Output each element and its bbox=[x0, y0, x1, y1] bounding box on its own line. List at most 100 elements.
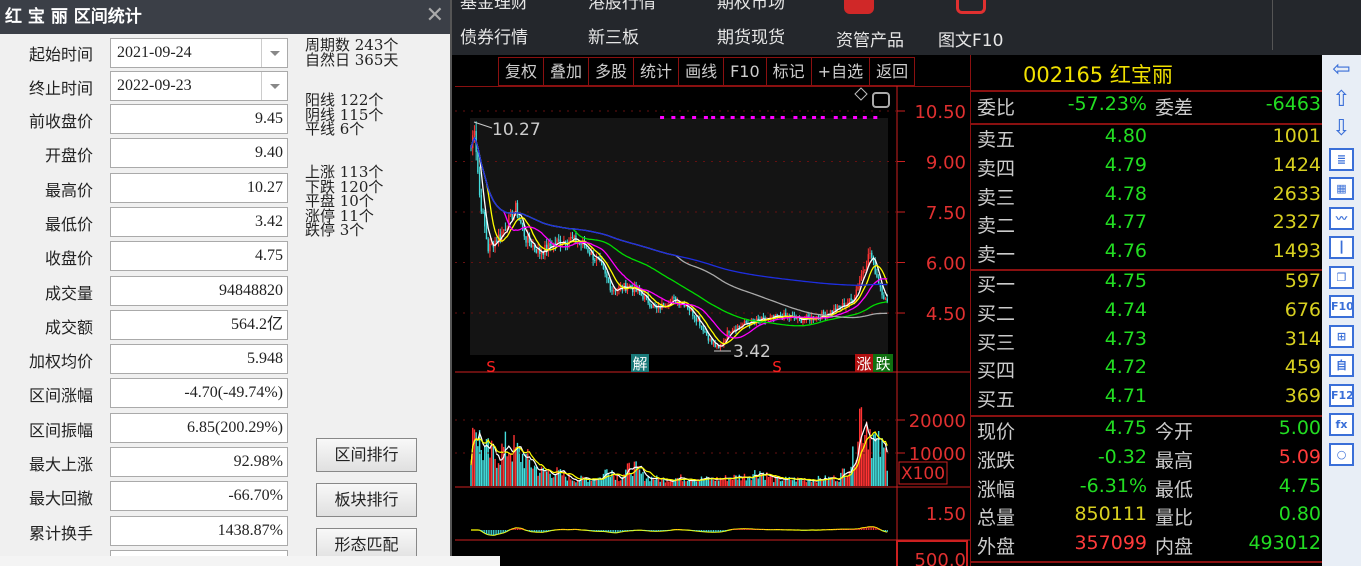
kline-chart[interactable]: 10.509.007.506.004.5010.273.42S S解涨跌20000… bbox=[0, 0, 970, 566]
candle-body bbox=[535, 249, 538, 253]
nav-divider bbox=[1272, 0, 1273, 50]
line-chart-icon[interactable]: 〰 bbox=[1329, 206, 1354, 230]
nav-neeq[interactable]: 新三板 bbox=[588, 28, 639, 48]
up-arrow-icon[interactable]: ⇧ bbox=[1332, 86, 1351, 112]
down-arrow-icon[interactable]: ⇩ bbox=[1332, 116, 1351, 141]
nav-bonds[interactable]: 债券行情 bbox=[460, 28, 528, 48]
quote-list-icon[interactable]: ≣ bbox=[1329, 147, 1354, 171]
weibi-row: 委比 -57.23% 委差 -6463 bbox=[977, 93, 1323, 121]
candle-body bbox=[566, 244, 569, 246]
volume-bar bbox=[709, 480, 711, 486]
volume-bar bbox=[568, 474, 570, 486]
volume-bar bbox=[738, 474, 741, 486]
volume-bar bbox=[879, 456, 882, 486]
price-tick-label: 6.00 bbox=[926, 254, 966, 275]
buy-row-ql: 买五 bbox=[977, 389, 1016, 412]
stat-row-qv2: 5.00 bbox=[1278, 417, 1321, 439]
close-icon[interactable]: ✕ bbox=[425, 3, 444, 28]
nav-futures[interactable]: 期货现货 bbox=[717, 28, 785, 48]
toolbar-5[interactable]: F10 bbox=[724, 58, 767, 85]
candle-body bbox=[814, 319, 816, 321]
candle-body bbox=[874, 260, 876, 274]
F12-icon[interactable]: F12 bbox=[1329, 383, 1354, 407]
volume-bar bbox=[867, 449, 870, 486]
circle-icon[interactable]: ○ bbox=[1329, 442, 1354, 466]
volume-bar bbox=[513, 435, 515, 486]
stat-row-qv: 850111 bbox=[1074, 503, 1147, 526]
toolbar-4[interactable]: 画线 bbox=[679, 58, 725, 85]
stat-row: 总量 850111 量比 0.80 bbox=[977, 503, 1323, 531]
volume-bar bbox=[533, 465, 536, 486]
chart-toolbar: 复权 叠加 多股 统计 画线 F10 标记 +自选 返回 bbox=[498, 57, 916, 86]
volume-bar bbox=[748, 477, 751, 486]
chevron-down-icon[interactable] bbox=[261, 39, 287, 67]
toolbar-0[interactable]: 复权 bbox=[499, 58, 545, 85]
nav-asset-products[interactable]: 资管产品 bbox=[836, 31, 904, 51]
field-label: 收盘价 bbox=[44, 249, 93, 269]
volume-bar bbox=[570, 479, 572, 486]
sell-row: 卖四 4.79 1424 bbox=[977, 154, 1323, 182]
diamond-icon[interactable] bbox=[854, 87, 868, 101]
grid-table-icon[interactable]: ▦ bbox=[1329, 177, 1354, 200]
stat-row-qv2: 4.75 bbox=[1278, 474, 1321, 497]
nav-fund[interactable]: 基金理财 bbox=[460, 0, 528, 13]
volume-bar bbox=[877, 431, 880, 486]
candle-body bbox=[571, 236, 574, 239]
toolbar-3[interactable]: 统计 bbox=[634, 58, 680, 85]
candle-body bbox=[628, 285, 630, 288]
back-arrow-icon[interactable]: ⇦ bbox=[1332, 57, 1351, 82]
buy-row-qv2: 676 bbox=[1284, 298, 1321, 321]
fx-icon[interactable]: fx bbox=[1329, 413, 1354, 436]
start-time-value: 2021-09-24 bbox=[117, 44, 192, 61]
stat-row: 现价 4.75 今开 5.00 bbox=[977, 417, 1323, 445]
start-time-select[interactable]: 2021-09-24 bbox=[110, 38, 288, 68]
volume-bar bbox=[852, 446, 854, 486]
toolbar-8[interactable]: 返回 bbox=[870, 58, 916, 85]
chevron-down-icon[interactable] bbox=[261, 72, 287, 100]
button-1[interactable]: 板块排行 bbox=[316, 483, 417, 517]
volume-bar bbox=[736, 479, 739, 486]
candle-body bbox=[640, 292, 642, 296]
volume-bar bbox=[767, 476, 770, 486]
candle-body bbox=[731, 330, 734, 333]
sell-row-qv2: 2633 bbox=[1272, 182, 1321, 205]
signal-mark bbox=[842, 116, 847, 119]
candle-body bbox=[539, 247, 541, 254]
candle-body bbox=[545, 244, 548, 252]
volume-bar bbox=[609, 477, 612, 486]
signal-mark bbox=[853, 116, 858, 119]
toolbar-2[interactable]: 多股 bbox=[589, 58, 635, 85]
buy-row: 买四 4.72 459 bbox=[977, 356, 1323, 384]
tree-icon[interactable]: ⊞ bbox=[1329, 324, 1354, 348]
divider bbox=[455, 86, 970, 87]
volume-bar bbox=[853, 466, 856, 486]
nav-f10[interactable]: 图文F10 bbox=[938, 31, 1004, 51]
volume-bar bbox=[657, 478, 660, 486]
volume-bar bbox=[803, 478, 806, 486]
stat-row-qv2: 493012 bbox=[1248, 532, 1321, 555]
field-label: 前收盘价 bbox=[28, 112, 93, 131]
candlestick-icon[interactable]: ┃ bbox=[1329, 236, 1354, 259]
volume-bar bbox=[625, 469, 627, 486]
toolbar-7[interactable]: +自选 bbox=[812, 58, 871, 85]
toolbar-1[interactable]: 叠加 bbox=[544, 58, 590, 85]
volume-bar bbox=[816, 482, 818, 486]
end-time-select[interactable]: 2022-09-23 bbox=[110, 71, 288, 101]
toolbar-6[interactable]: 标记 bbox=[767, 58, 812, 85]
F10-icon[interactable]: F10 bbox=[1329, 295, 1354, 318]
volume-bar bbox=[716, 476, 718, 486]
自-icon[interactable]: 自 bbox=[1329, 354, 1354, 377]
window-list-icon[interactable]: ❐ bbox=[1329, 265, 1354, 289]
candle-body bbox=[611, 290, 613, 292]
volume-bar bbox=[592, 478, 594, 486]
nav-hk[interactable]: 港股行情 bbox=[588, 0, 656, 13]
candle-body bbox=[673, 297, 675, 299]
sell-row: 卖二 4.77 2327 bbox=[977, 211, 1323, 239]
layout-toggle-icon[interactable] bbox=[872, 92, 890, 108]
candle-body bbox=[755, 318, 758, 322]
candle-body bbox=[802, 320, 804, 323]
volume-bar bbox=[487, 438, 489, 486]
button-0[interactable]: 区间排行 bbox=[316, 438, 417, 472]
nav-options[interactable]: 期权市场 bbox=[717, 0, 785, 13]
volume-unit-label: X100 bbox=[901, 464, 945, 484]
